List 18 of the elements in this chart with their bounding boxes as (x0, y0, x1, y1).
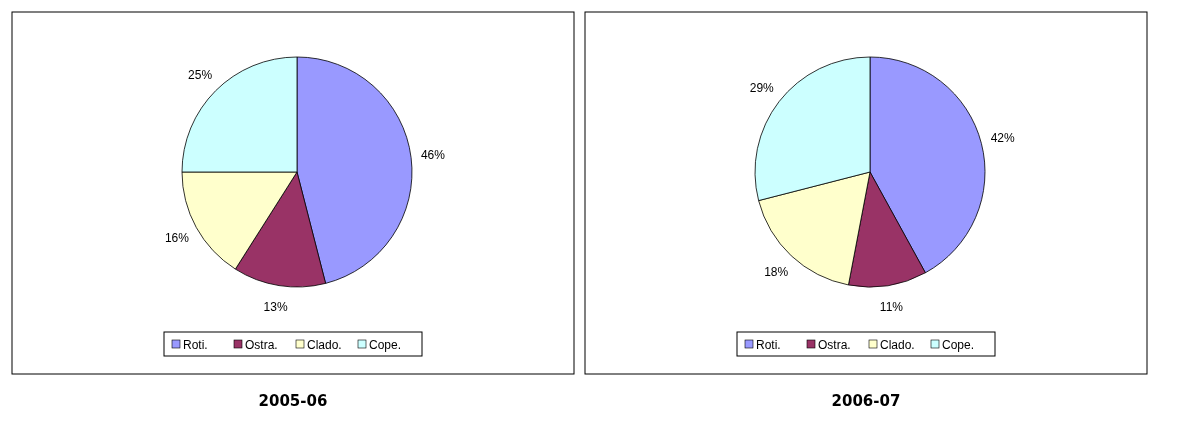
data-label: 13% (263, 300, 288, 315)
data-label: 42% (990, 130, 1016, 145)
data-label: 18% (764, 264, 789, 279)
legend-label: Clado. (307, 337, 342, 352)
legend-label: Cope. (369, 337, 402, 352)
legend-label: Cope. (942, 337, 975, 352)
data-label: 25% (188, 68, 213, 83)
data-label: 29% (749, 81, 775, 96)
legend-label: Clado. (880, 337, 915, 352)
text: 2005-06 (258, 392, 328, 410)
data-label: 16% (164, 231, 190, 245)
text: 2006-07 (831, 392, 901, 410)
legend-label: Ostra. (818, 337, 851, 352)
legend-label: Roti. (183, 337, 208, 352)
legend-label: Roti. (756, 337, 781, 352)
legend-label: Ostra. (245, 337, 278, 352)
data-label: 11% (879, 300, 904, 315)
data-label: 46% (420, 147, 446, 162)
